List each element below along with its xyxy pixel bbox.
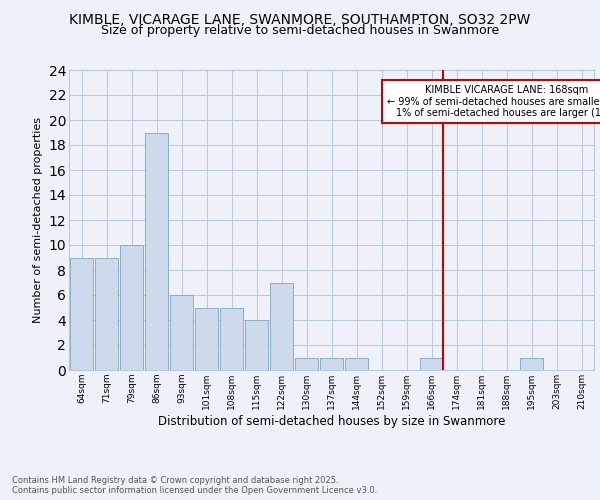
Bar <box>269 282 293 370</box>
Text: Contains HM Land Registry data © Crown copyright and database right 2025.
Contai: Contains HM Land Registry data © Crown c… <box>12 476 377 495</box>
Bar <box>95 258 118 370</box>
Bar <box>170 295 193 370</box>
Bar <box>194 308 218 370</box>
Bar <box>419 358 443 370</box>
Bar <box>295 358 319 370</box>
Text: KIMBLE VICARAGE LANE: 168sqm
← 99% of semi-detached houses are smaller (77)
1% o: KIMBLE VICARAGE LANE: 168sqm ← 99% of se… <box>386 84 600 118</box>
Bar <box>344 358 368 370</box>
Bar <box>320 358 343 370</box>
Bar <box>119 245 143 370</box>
Y-axis label: Number of semi-detached properties: Number of semi-detached properties <box>33 117 43 323</box>
Text: Size of property relative to semi-detached houses in Swanmore: Size of property relative to semi-detach… <box>101 24 499 37</box>
Text: KIMBLE, VICARAGE LANE, SWANMORE, SOUTHAMPTON, SO32 2PW: KIMBLE, VICARAGE LANE, SWANMORE, SOUTHAM… <box>70 12 530 26</box>
Bar <box>520 358 544 370</box>
Bar <box>245 320 268 370</box>
Bar <box>145 132 169 370</box>
Bar <box>70 258 94 370</box>
X-axis label: Distribution of semi-detached houses by size in Swanmore: Distribution of semi-detached houses by … <box>158 414 505 428</box>
Bar <box>220 308 244 370</box>
